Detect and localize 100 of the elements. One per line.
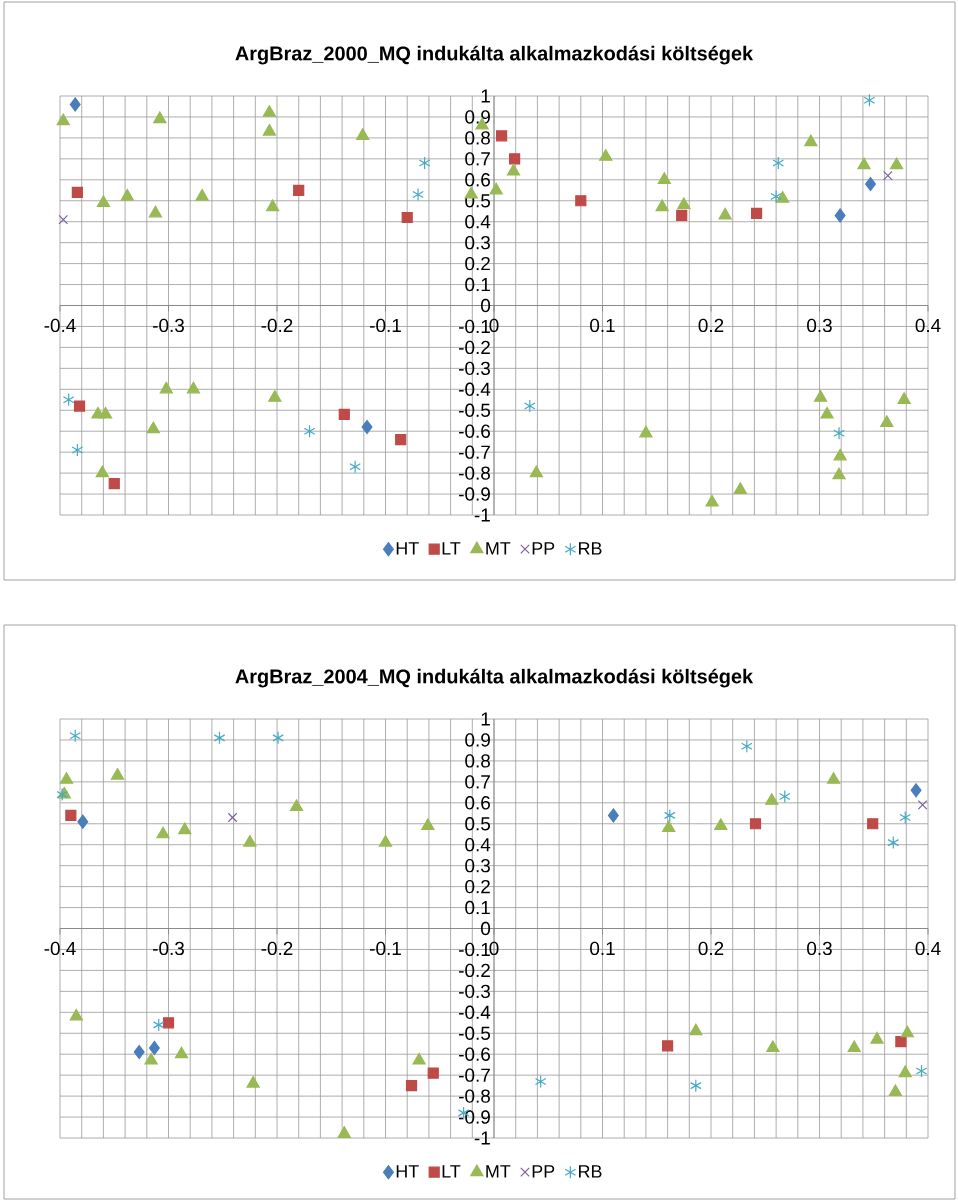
point: [144, 1052, 158, 1065]
y-tick-label: 1: [481, 89, 490, 103]
legend-label: HT: [396, 542, 419, 555]
point: [95, 465, 109, 478]
y-tick-label: 0.1: [465, 277, 490, 292]
point: [405, 1080, 418, 1092]
point: [778, 789, 791, 804]
point: [867, 818, 879, 830]
point: [895, 1036, 907, 1048]
y-tick-label: -1: [474, 1131, 490, 1145]
point: [62, 393, 75, 407]
y-tick-label: -0.9: [459, 487, 490, 501]
point: [524, 399, 536, 413]
point: [412, 187, 424, 202]
point: [65, 809, 77, 821]
y-tick-label: -1: [474, 508, 490, 522]
y-tick-label: 0.9: [465, 733, 490, 747]
point: [159, 381, 173, 394]
point: [663, 808, 676, 822]
point: [361, 419, 373, 435]
y-tick-label: -0.7: [459, 1068, 490, 1082]
y-tick-label: 0.7: [465, 775, 490, 789]
point: [765, 793, 779, 805]
x-tick-label: 0.4: [915, 318, 941, 333]
point: [910, 783, 922, 798]
point: [599, 149, 613, 161]
y-tick-label: 0.6: [465, 173, 490, 187]
point: [356, 128, 370, 140]
legend-label: LT: [442, 1165, 461, 1178]
y-tick-label: 0.6: [465, 796, 490, 810]
y-tick-label: 0.2: [465, 256, 490, 271]
y-tick-label: 0: [481, 298, 491, 313]
y-tick-label: 0.3: [465, 235, 490, 250]
point: [401, 211, 413, 224]
legend-label: MT: [486, 1165, 511, 1178]
point: [657, 172, 672, 184]
point: [741, 739, 753, 753]
point: [887, 836, 900, 850]
x-tick-label: 0.2: [698, 318, 724, 333]
point: [162, 1017, 175, 1029]
point: [832, 467, 846, 480]
x-tick-label: -0.2: [261, 941, 293, 956]
legend-label: MT: [486, 542, 511, 555]
y-tick-label: -0.4: [459, 382, 491, 397]
point: [677, 197, 691, 210]
point: [148, 1040, 160, 1056]
y-tick-label: -0.3: [459, 361, 490, 376]
point: [733, 482, 747, 494]
point: [268, 390, 282, 402]
y-tick-label: 0: [481, 921, 491, 936]
point: [349, 460, 361, 474]
point: [303, 424, 316, 438]
point: [889, 157, 904, 170]
point: [714, 818, 728, 830]
point: [412, 1052, 426, 1065]
y-tick-label: 0.4: [465, 838, 491, 852]
point: [262, 105, 277, 117]
point: [857, 157, 871, 170]
y-tick-label: 0.3: [465, 858, 490, 873]
point: [655, 199, 669, 212]
point: [243, 835, 257, 847]
point: [506, 163, 521, 176]
point: [897, 392, 911, 404]
point: [246, 1075, 260, 1088]
point: [174, 1046, 189, 1059]
y-tick-label: -0.2: [459, 340, 490, 355]
point: [293, 184, 305, 196]
x-tick-label: -0.3: [153, 941, 184, 956]
point: [108, 477, 120, 490]
point: [152, 1018, 165, 1032]
y-tick-label: -0.6: [459, 1047, 490, 1061]
point: [870, 1031, 884, 1044]
point: [899, 810, 912, 825]
point: [676, 209, 688, 222]
point: [820, 406, 834, 419]
point: [509, 153, 521, 165]
y-tick-label: -0.5: [459, 403, 491, 417]
point: [59, 772, 74, 784]
point: [689, 1023, 703, 1036]
point: [133, 1045, 145, 1060]
point: [833, 448, 847, 461]
x-tick-label: -0.1: [370, 318, 401, 333]
point: [186, 381, 201, 394]
x-tick-label: 0.4: [915, 941, 941, 956]
y-tick-label: -0.2: [459, 963, 490, 978]
point: [178, 822, 192, 835]
point: [289, 799, 304, 812]
point: [213, 731, 226, 745]
point: [750, 207, 763, 219]
point: [58, 214, 69, 225]
y-tick-label: 0.8: [465, 754, 490, 768]
point: [395, 433, 407, 446]
point: [575, 195, 587, 207]
point: [804, 134, 818, 147]
x-tick-label: -0.2: [261, 318, 293, 333]
point: [718, 207, 732, 220]
x-tick-label: -0.4: [44, 941, 76, 956]
point: [770, 189, 782, 204]
point: [766, 1040, 780, 1053]
point: [917, 800, 928, 810]
